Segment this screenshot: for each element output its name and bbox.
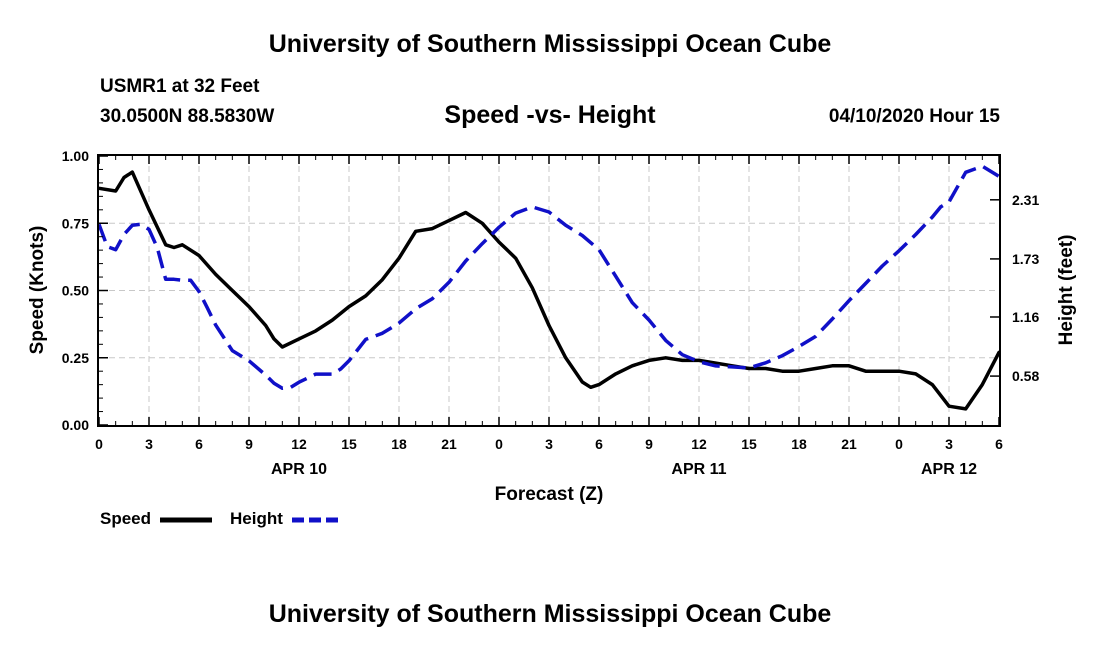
x-tick-label: 0 (495, 436, 503, 452)
page-title: University of Southern Mississippi Ocean… (268, 30, 832, 58)
y-tick-label: 0.50 (62, 283, 89, 299)
x-tick-label: 12 (691, 436, 707, 452)
x-tick-label: 15 (341, 436, 357, 452)
y2-tick-label: 0.58 (1012, 368, 1039, 384)
x-tick-label: 9 (645, 436, 653, 452)
y2-tick-label: 2.31 (1012, 192, 1039, 208)
x-tick-label: 18 (391, 436, 407, 452)
station-label: USMR1 at 32 Feet (100, 76, 260, 97)
x-date-label: APR 11 (671, 461, 726, 478)
series-layer (97, 164, 1001, 411)
y2-axis-title: Height (feet) (1056, 235, 1077, 346)
y-axis-title: Speed (Knots) (27, 226, 48, 355)
legend-height-label: Height (230, 509, 283, 528)
y2-tick-label: 1.73 (1012, 251, 1039, 267)
y-tick-label: 0.75 (62, 215, 89, 231)
x-tick-label: 9 (245, 436, 253, 452)
x-axis-title: Forecast (Z) (495, 484, 604, 505)
x-tick-label: 6 (595, 436, 603, 452)
x-tick-label: 12 (291, 436, 307, 452)
x-tick-label: 21 (841, 436, 857, 452)
y-tick-label: 0.25 (62, 350, 89, 366)
x-date-label: APR 10 (271, 461, 327, 478)
forecast-time-label: 04/10/2020 Hour 15 (828, 106, 1000, 127)
x-tick-label: 21 (441, 436, 457, 452)
chart-title: Speed -vs- Height (444, 101, 656, 129)
y-tick-label: 0.00 (62, 417, 89, 433)
x-tick-label: 18 (791, 436, 807, 452)
x-tick-label: 6 (995, 436, 1003, 452)
x-tick-label: 3 (945, 436, 953, 452)
x-date-label: APR 12 (921, 461, 977, 478)
legend-speed-label: Speed (100, 509, 152, 528)
x-tick-label: 3 (545, 436, 553, 452)
x-tick-label: 3 (145, 436, 153, 452)
y2-tick-label: 1.16 (1012, 309, 1039, 325)
plot-frame (97, 154, 1001, 427)
height-series-line (97, 164, 1000, 391)
x-tick-label: 0 (895, 436, 903, 452)
x-tick-label: 0 (95, 436, 103, 452)
speed-series-line (97, 170, 1001, 411)
x-tick-label: 15 (741, 436, 757, 452)
axes: 0 3 6 9 12 15 18 21 0 3 6 9 12 15 18 21 0 3 6 0.00 0.25 0.50 0… (62, 148, 1040, 478)
y-tick-label: 1.00 (62, 148, 89, 164)
footer-title: University of Southern Mississippi Ocean… (268, 600, 832, 628)
x-tick-label: 6 (195, 436, 203, 452)
coordinates-label: 30.0500N 88.5830W (100, 106, 275, 127)
